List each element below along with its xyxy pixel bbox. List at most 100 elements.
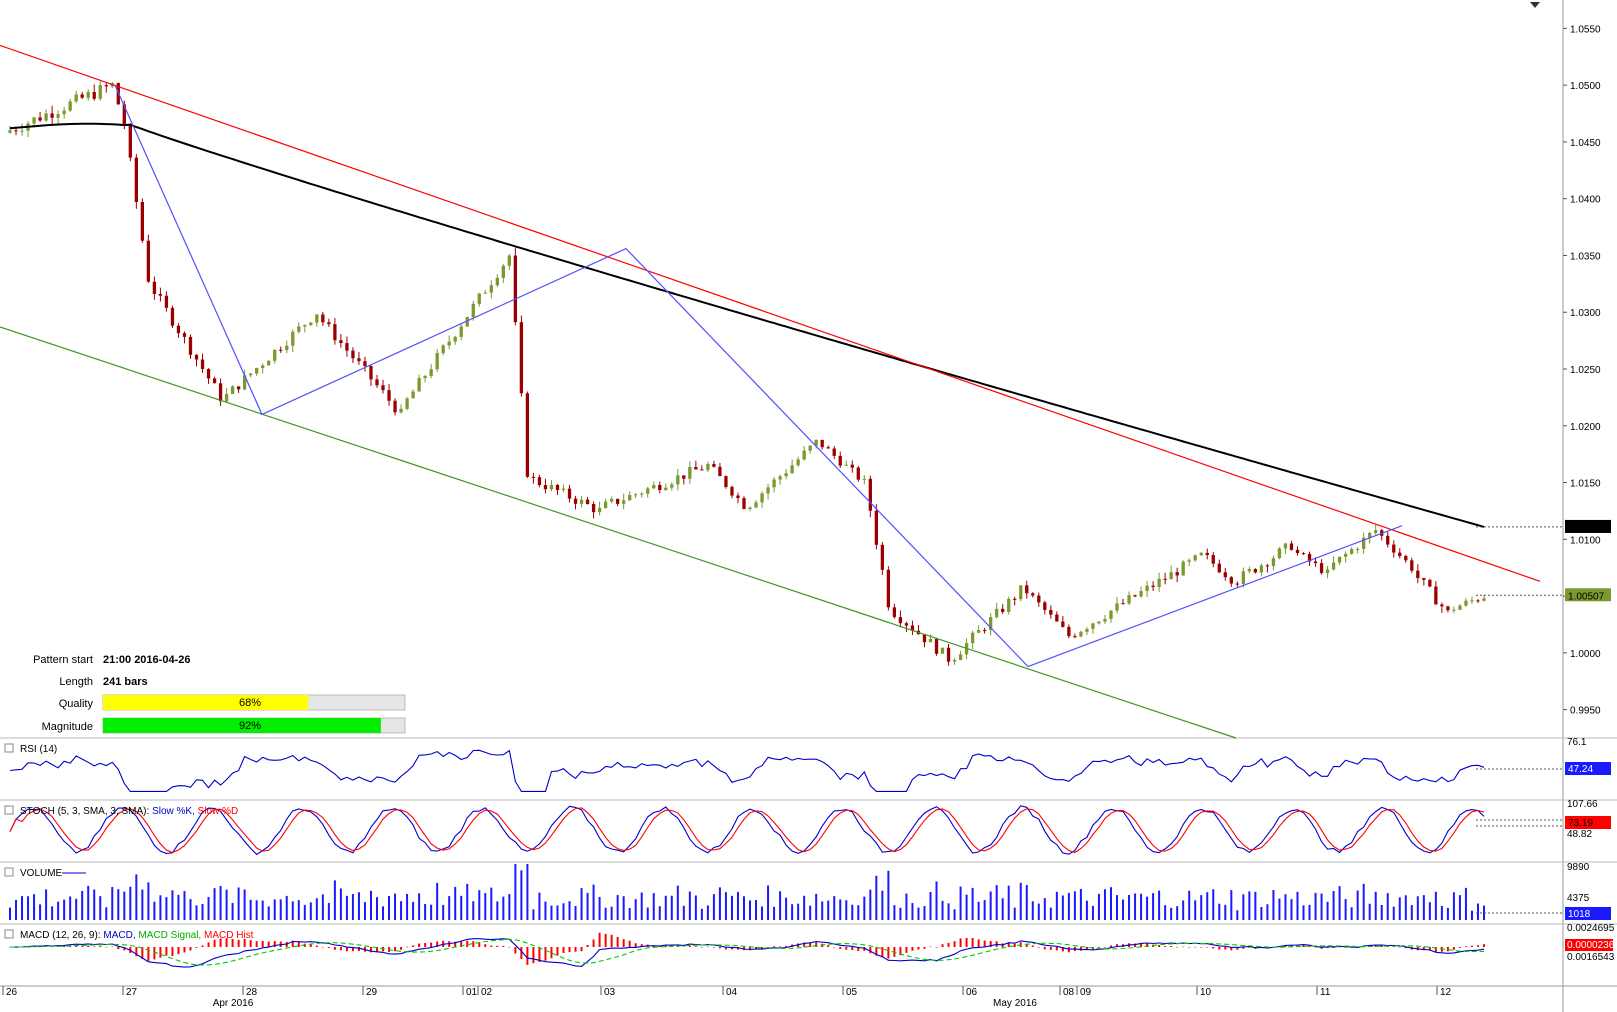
candle-body xyxy=(483,292,487,294)
macd-hist-bar xyxy=(105,946,108,948)
macd-hist-bar xyxy=(400,947,403,950)
macd-hist-bar xyxy=(255,941,258,947)
volume-mid-tick: 4375 xyxy=(1567,893,1590,904)
volume-bar xyxy=(556,905,559,920)
candle-body xyxy=(796,459,800,466)
volume-bar xyxy=(544,901,547,920)
macd-signal-label: MACD Signal, xyxy=(138,930,201,941)
volume-bar xyxy=(436,882,439,920)
candle-body xyxy=(20,130,24,132)
close-icon[interactable] xyxy=(4,867,14,877)
candle-body xyxy=(242,375,247,390)
candle-body xyxy=(363,361,367,367)
macd-hist-bar xyxy=(1140,942,1143,947)
macd-hist-bar xyxy=(983,940,986,947)
candle-body xyxy=(1325,569,1330,574)
volume-bar xyxy=(1170,907,1173,920)
macd-hist-bar xyxy=(472,941,475,947)
candle-body xyxy=(1428,579,1432,587)
volume-bar xyxy=(508,894,511,920)
volume-bar xyxy=(1248,891,1251,920)
candle-body xyxy=(561,488,566,491)
macd-top-tick: 0.0024695 xyxy=(1567,923,1615,934)
volume-bar xyxy=(676,885,679,920)
volume-bar xyxy=(1260,906,1263,920)
volume-bar xyxy=(1476,903,1479,920)
volume-bar xyxy=(69,896,72,920)
rsi-line xyxy=(9,749,1485,792)
volume-bar xyxy=(1380,904,1383,920)
candle-body xyxy=(98,85,102,99)
macd-hist-bar xyxy=(1338,947,1341,948)
candle-body xyxy=(640,493,644,495)
candle-body xyxy=(68,101,72,111)
volume-bar xyxy=(201,904,204,920)
volume-bar xyxy=(706,905,709,920)
candle-body xyxy=(182,333,187,337)
macd-hist-bar xyxy=(502,945,505,947)
candle-body xyxy=(1235,583,1239,585)
candle-body xyxy=(1205,552,1209,556)
macd-hist-bar xyxy=(273,941,276,947)
volume-bar xyxy=(1001,898,1004,920)
stoch-d-line xyxy=(9,807,1485,854)
macd-hist-bar xyxy=(682,946,685,948)
macd-hist-bar xyxy=(514,947,517,954)
macd-hist-bar xyxy=(135,947,138,957)
candle-body xyxy=(1331,562,1336,570)
candle-body xyxy=(369,366,373,380)
candle-body xyxy=(814,439,818,446)
close-icon[interactable] xyxy=(4,805,14,815)
candle-body xyxy=(92,92,96,99)
close-icon[interactable] xyxy=(4,929,14,939)
volume-bar xyxy=(905,893,908,920)
volume-bar xyxy=(1314,892,1317,920)
macd-hist-bar xyxy=(905,947,908,953)
price-tick-label: 1.0400 xyxy=(1570,195,1601,206)
macd-hist-bar xyxy=(1116,944,1119,947)
volume-bar xyxy=(1043,898,1046,920)
volume-bar xyxy=(1013,907,1016,920)
close-icon[interactable] xyxy=(4,743,14,753)
candle-body xyxy=(736,495,740,499)
volume-bar xyxy=(1410,905,1413,920)
volume-bar xyxy=(424,904,427,920)
candle-body xyxy=(1307,553,1312,562)
candle-body xyxy=(309,322,313,325)
volume-bar xyxy=(1344,899,1347,920)
macd-hist-bar xyxy=(1188,947,1191,948)
candle-body xyxy=(1085,628,1089,632)
volume-bar xyxy=(418,893,421,920)
volume-bar xyxy=(628,907,631,920)
volume-bar xyxy=(803,895,806,920)
candle-body xyxy=(585,499,590,504)
volume-bar xyxy=(1049,907,1052,920)
macd-hist-bar xyxy=(827,945,830,947)
volume-bar xyxy=(129,886,132,920)
macd-hist-bar xyxy=(213,939,216,947)
volume-bar xyxy=(243,889,246,920)
volume-bar xyxy=(1452,892,1455,920)
volume-bar xyxy=(767,885,770,920)
last-badge-bg xyxy=(1565,588,1611,602)
candle-body xyxy=(597,508,602,513)
volume-bar xyxy=(261,900,264,920)
candle-body xyxy=(44,113,48,121)
macd-hist-bar xyxy=(141,947,144,959)
candle-body xyxy=(868,478,872,511)
macd-hist-bar xyxy=(598,932,601,947)
candle-body xyxy=(1277,548,1282,559)
volume-bar xyxy=(1332,891,1335,920)
macd-header: MACD (12, 26, 9): MACD, MACD Signal, MAC… xyxy=(4,923,1615,963)
chevron-down-icon[interactable] xyxy=(1530,2,1540,8)
macd-hist-bar xyxy=(231,938,234,947)
candle-body xyxy=(862,478,866,480)
length-value: 241 bars xyxy=(103,676,148,688)
macd-hist-bar xyxy=(718,947,721,949)
macd-low-tick: 0.0016543 xyxy=(1567,952,1615,963)
macd-hist-bar xyxy=(418,943,421,947)
volume-bar xyxy=(658,906,661,920)
volume-bar xyxy=(315,898,318,920)
volume-bar xyxy=(1073,891,1076,920)
volume-header: VOLUME 9890 4375 1018 xyxy=(4,862,1611,920)
